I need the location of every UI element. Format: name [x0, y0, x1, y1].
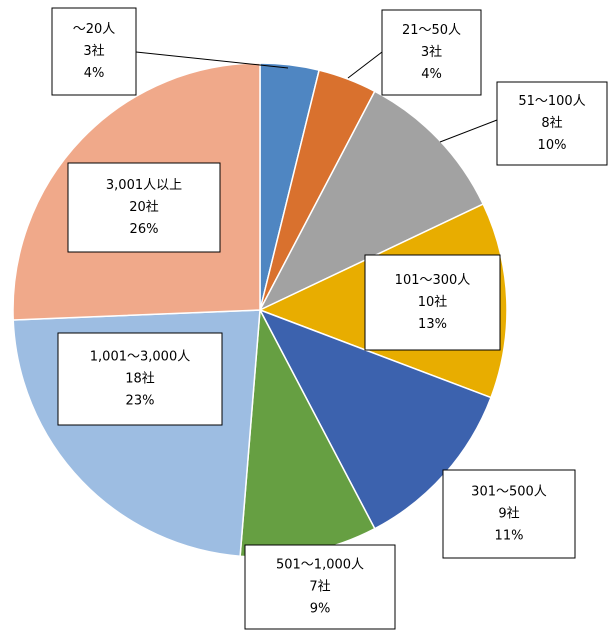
- category-label: 101～300人: [395, 273, 471, 288]
- percentage-label: 11%: [495, 529, 524, 544]
- category-label: 301～500人: [471, 485, 547, 500]
- value-label: 8社: [541, 115, 562, 131]
- value-label: 18社: [125, 371, 155, 387]
- percentage-label: 4%: [421, 67, 442, 82]
- category-label: 51～100人: [518, 94, 585, 109]
- pie-slice: [258, 90, 485, 312]
- category-label: 21～50人: [402, 23, 461, 38]
- value-label: 3社: [83, 43, 104, 59]
- label-box: [442, 469, 576, 559]
- value-label: 3社: [421, 44, 442, 60]
- value-label: 7社: [309, 579, 330, 595]
- value-label: 20社: [129, 199, 159, 215]
- leader-line: [135, 51, 289, 69]
- label-box: [244, 544, 396, 630]
- label-box: [67, 162, 221, 253]
- category-label: 3,001人以上: [106, 178, 182, 193]
- label-box: [57, 332, 223, 426]
- value-label: 10社: [418, 294, 448, 310]
- percentage-label: 4%: [84, 66, 105, 81]
- label-box: [51, 7, 137, 96]
- percentage-label: 13%: [418, 317, 447, 332]
- leader-line: [439, 119, 498, 143]
- percentage-label: 9%: [310, 602, 331, 617]
- label-box: [496, 81, 608, 166]
- label-box: [364, 254, 501, 351]
- category-label: 1,001～3,000人: [90, 350, 190, 365]
- label-box: [381, 9, 482, 96]
- category-label: ～20人: [73, 22, 116, 37]
- category-label: 501～1,000人: [276, 558, 364, 573]
- percentage-label: 10%: [538, 138, 567, 153]
- percentage-label: 26%: [130, 222, 159, 237]
- percentage-label: 23%: [126, 394, 155, 409]
- leader-line: [347, 51, 383, 79]
- value-label: 9社: [498, 506, 519, 522]
